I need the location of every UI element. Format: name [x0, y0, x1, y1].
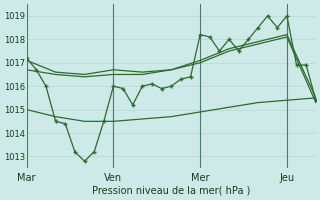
- X-axis label: Pression niveau de la mer( hPa ): Pression niveau de la mer( hPa ): [92, 186, 251, 196]
